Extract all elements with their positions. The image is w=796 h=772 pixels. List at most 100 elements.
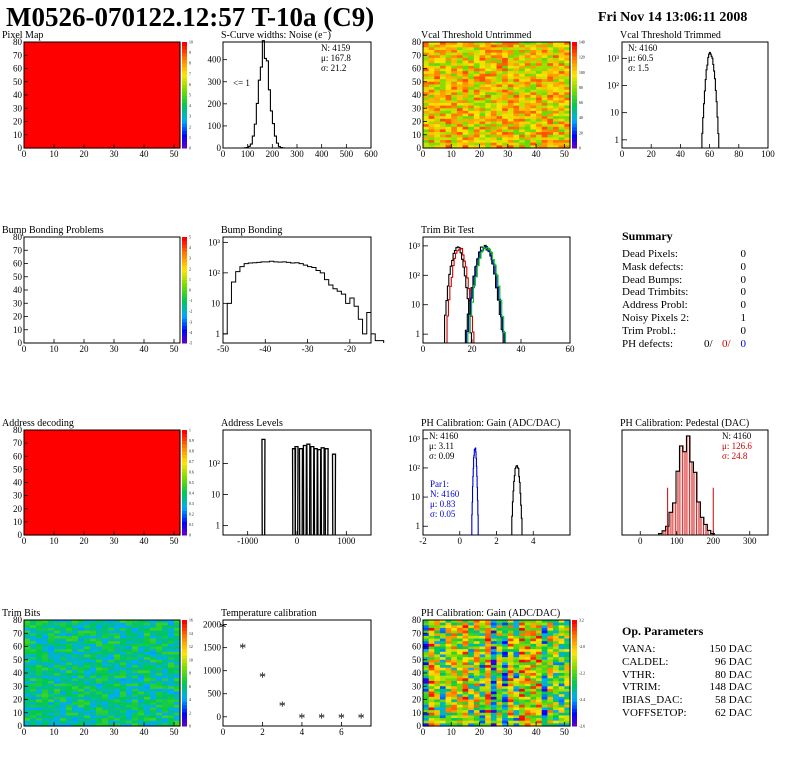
heatmap-cell (24, 707, 31, 711)
heatmap-cell (174, 490, 181, 494)
heatmap-cell (30, 461, 37, 465)
heatmap-cell (439, 670, 447, 674)
heatmap-cell (423, 142, 430, 146)
heatmap-cell (174, 620, 181, 624)
heatmap-cell (66, 633, 73, 637)
heatmap-cell (428, 651, 435, 656)
heatmap-cell (66, 68, 73, 72)
heatmap-cell (126, 84, 133, 88)
palette-swatch (182, 130, 187, 135)
heatmap-cell (84, 495, 91, 499)
heatmap-cell (174, 110, 181, 115)
heatmap-cell (120, 87, 127, 91)
heatmap-cell (42, 691, 49, 695)
heatmap-cell (30, 435, 37, 439)
heatmap-cell (54, 646, 61, 650)
heatmap-cell (434, 723, 441, 727)
heatmap-cell (439, 704, 447, 709)
heatmap-cell (30, 482, 37, 486)
heatmap-cell (72, 702, 79, 706)
heatmap-cell (54, 627, 61, 632)
heatmap-cell (96, 73, 103, 78)
heatmap-cell (428, 42, 435, 46)
heatmap-cell (156, 680, 163, 685)
heatmap-cell (132, 514, 139, 518)
heatmap-cell (48, 635, 55, 640)
heatmap-cell (42, 635, 49, 640)
heatmap-cell (150, 482, 157, 486)
heatmap-cell (66, 665, 73, 669)
heatmap-cell (462, 76, 469, 80)
heatmap-cell (36, 675, 43, 679)
heatmap-cell (48, 723, 55, 727)
heatmap-cell (428, 633, 435, 637)
heatmap-cell (473, 55, 481, 59)
heatmap-cell (90, 487, 97, 491)
heatmap-cell (473, 118, 481, 123)
series-2 (459, 244, 509, 344)
heatmap-cell (66, 511, 73, 515)
heatmap-cell (496, 65, 503, 70)
heatmap-cell (60, 443, 67, 447)
heatmap-cell (445, 47, 452, 51)
x-tick-label: 200 (266, 149, 280, 159)
heatmap-cell (30, 627, 37, 632)
heatmap-cell (445, 145, 452, 149)
heatmap-cell (524, 118, 532, 123)
heatmap-cell (144, 519, 151, 523)
heatmap-cell (490, 124, 498, 128)
heatmap-cell (144, 448, 151, 452)
heatmap-cell (42, 55, 49, 59)
heatmap-cell (30, 89, 37, 93)
heatmap-cell (120, 646, 127, 650)
palette-swatch (572, 63, 577, 68)
heatmap-cell (24, 124, 31, 128)
palette-swatch (572, 91, 577, 96)
heatmap-cell (114, 57, 121, 62)
heatmap-cell (60, 79, 67, 83)
x-tick-label: 100 (761, 149, 775, 159)
heatmap-cell (102, 696, 109, 701)
heatmap-cell (36, 472, 43, 476)
heatmap-cell (445, 116, 452, 120)
heatmap-cell (513, 44, 520, 48)
heatmap-cell (24, 97, 31, 101)
stats-line: σ: 21.2 (321, 63, 346, 73)
heatmap-cell (60, 71, 67, 75)
heatmap-cell (66, 108, 73, 112)
heatmap-cell (479, 118, 486, 123)
heatmap-cell (66, 524, 73, 528)
heatmap-cell (108, 696, 115, 701)
heatmap-cell (48, 137, 55, 141)
heatmap-cell (513, 132, 520, 136)
heatmap-cell (451, 49, 458, 54)
heatmap-cell (78, 110, 85, 115)
palette-swatch (182, 339, 187, 344)
heatmap-cell (30, 630, 37, 634)
heatmap-cell (72, 699, 79, 703)
heatmap-cell (48, 479, 55, 484)
heatmap-cell (36, 622, 43, 626)
heatmap-cell (78, 485, 85, 489)
heatmap-cell (36, 485, 43, 489)
heatmap-cell (30, 142, 37, 146)
heatmap-cell (120, 60, 127, 64)
heatmap-cell (451, 68, 458, 72)
heatmap-cell (42, 482, 49, 486)
heatmap-cell (120, 500, 127, 505)
heatmap-cell (48, 81, 55, 85)
heatmap-cell (84, 680, 91, 685)
heatmap-cell (48, 100, 55, 104)
heatmap-cell (156, 65, 163, 70)
heatmap-cell (48, 506, 55, 510)
y-tick-label: 80 (412, 37, 422, 47)
heatmap-cell (60, 696, 67, 701)
heatmap-cell (78, 702, 85, 706)
heatmap-cell (114, 126, 121, 131)
heatmap-cell (428, 92, 435, 96)
heatmap-cell (519, 76, 526, 80)
heatmap-cell (451, 42, 458, 46)
heatmap-cell (144, 71, 151, 75)
heatmap-cell (24, 437, 31, 442)
heatmap-cell (54, 47, 61, 51)
